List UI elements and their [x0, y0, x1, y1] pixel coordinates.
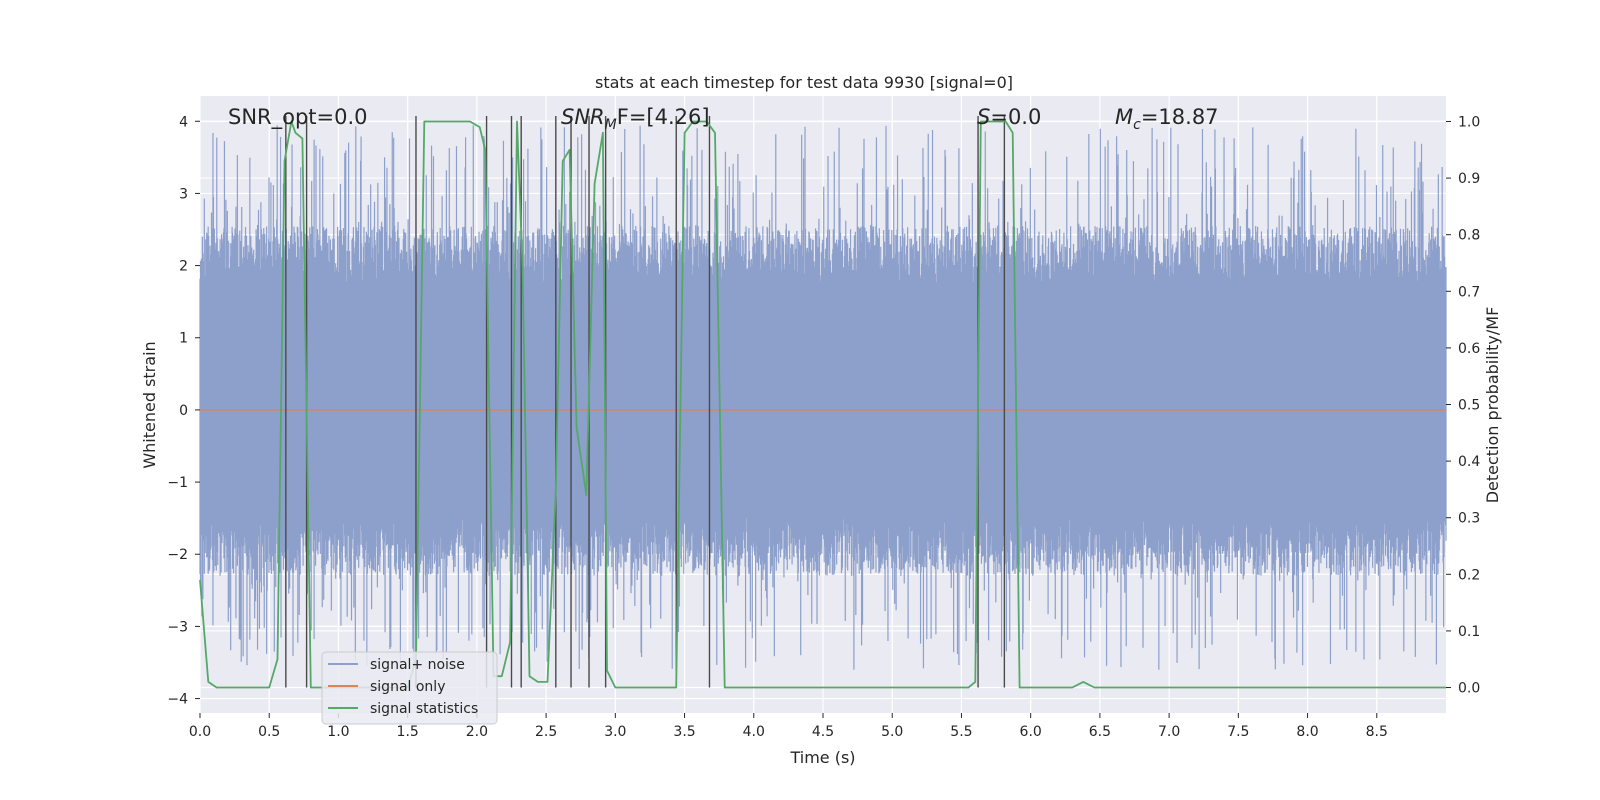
y2-tick-label-4: 0.6 — [1458, 341, 1480, 357]
chart-title: stats at each timestep for test data 993… — [595, 73, 1013, 92]
y2-tick-label-9: 0.1 — [1458, 624, 1480, 640]
y2-tick-label-3: 0.7 — [1458, 284, 1480, 300]
annotation-mc-var: M — [1115, 105, 1133, 129]
x-tick-label-9: 4.5 — [812, 724, 834, 740]
y-tick-label-8: −4 — [167, 692, 188, 708]
x-tick-label-2: 1.0 — [327, 724, 349, 740]
x-tick-label-7: 3.5 — [673, 724, 695, 740]
signal-statistics-series — [199, 120, 1446, 689]
y2-axis-label: Detection probability/MF — [1483, 307, 1502, 504]
x-axis-ticks: 0.0 0.5 1.0 1.5 2.0 2.5 3.0 3.5 4.0 4.5 5.0 5.5 6.0 6… — [189, 713, 1388, 740]
legend-label-signal-noise: signal+ noise — [370, 657, 465, 673]
legend-label-signal-only: signal only — [370, 679, 445, 695]
annotation-s-var: S — [977, 105, 990, 129]
x-tick-label-14: 7.0 — [1158, 724, 1180, 740]
y-axis-ticks: 4 3 2 1 0 −1 −2 −3 −4 — [167, 114, 200, 708]
y-tick-label-1: 3 — [179, 186, 188, 202]
y2-tick-label-8: 0.2 — [1458, 567, 1480, 583]
y-tick-label-6: −2 — [167, 547, 188, 563]
x-tick-label-13: 6.5 — [1089, 724, 1111, 740]
y2-tick-label-7: 0.3 — [1458, 511, 1480, 527]
noise-trace — [199, 125, 1447, 670]
y2-axis-ticks: 1.0 0.9 0.8 0.7 0.6 0.5 0.4 0.3 0.2 0.1 0.0 — [1446, 114, 1480, 697]
signal-statistics-line — [199, 120, 1446, 689]
legend-box — [321, 651, 498, 725]
y-tick-label-0: 4 — [179, 114, 188, 130]
annotation-mc: Mc=18.87 — [1115, 105, 1219, 133]
y-tick-label-7: −3 — [167, 619, 188, 635]
y2-tick-label-10: 0.0 — [1458, 681, 1480, 697]
plot-area — [199, 96, 1447, 713]
annotation-snr-mf-sub: M — [605, 117, 617, 133]
annotation-snr-mf-main: SNR — [561, 105, 605, 129]
x-tick-label-17: 8.5 — [1366, 724, 1388, 740]
x-tick-label-6: 3.0 — [604, 724, 626, 740]
x-tick-label-10: 5.0 — [881, 724, 903, 740]
annotation-s: S=0.0 — [977, 105, 1041, 129]
annotation-mc-value: =18.87 — [1141, 105, 1219, 129]
legend-label-signal-statistics: signal statistics — [370, 701, 478, 717]
y-axis-label: Whitened strain — [140, 341, 159, 468]
x-tick-label-16: 8.0 — [1296, 724, 1318, 740]
x-tick-label-4: 2.0 — [466, 724, 488, 740]
y-tick-label-3: 1 — [179, 331, 188, 347]
annotation-snr-opt: SNR_opt=0.0 — [228, 105, 368, 130]
y2-tick-label-1: 0.9 — [1458, 171, 1480, 187]
y2-tick-label-5: 0.5 — [1458, 398, 1480, 414]
x-axis-label: Time (s) — [789, 748, 855, 767]
annotation-s-value: =0.0 — [990, 105, 1041, 129]
x-tick-label-1: 0.5 — [258, 724, 280, 740]
signal-noise-series — [199, 125, 1447, 670]
y2-tick-label-0: 1.0 — [1458, 114, 1480, 130]
annotation-snr-mf: SNRMF=[4.26] — [561, 105, 710, 133]
x-tick-label-3: 1.5 — [397, 724, 419, 740]
y-tick-label-5: −1 — [167, 475, 188, 491]
annotation-mc-sub: c — [1133, 117, 1141, 133]
x-tick-label-15: 7.5 — [1227, 724, 1249, 740]
annotation-snr-mf-tail: F=[4.26] — [617, 105, 710, 129]
annotations: SNR_opt=0.0 SNRMF=[4.26] S=0.0 Mc=18.87 — [228, 105, 1219, 133]
x-tick-label-12: 6.0 — [1020, 724, 1042, 740]
y2-tick-label-6: 0.4 — [1458, 454, 1480, 470]
x-tick-label-8: 4.0 — [743, 724, 765, 740]
y-tick-label-2: 2 — [179, 259, 188, 275]
y-tick-label-4: 0 — [179, 403, 188, 419]
x-tick-label-11: 5.5 — [950, 724, 972, 740]
x-tick-label-5: 2.5 — [535, 724, 557, 740]
legend: signal+ noise signal only signal statist… — [321, 651, 498, 725]
x-tick-label-0: 0.0 — [189, 724, 211, 740]
y2-tick-label-2: 0.8 — [1458, 228, 1480, 244]
